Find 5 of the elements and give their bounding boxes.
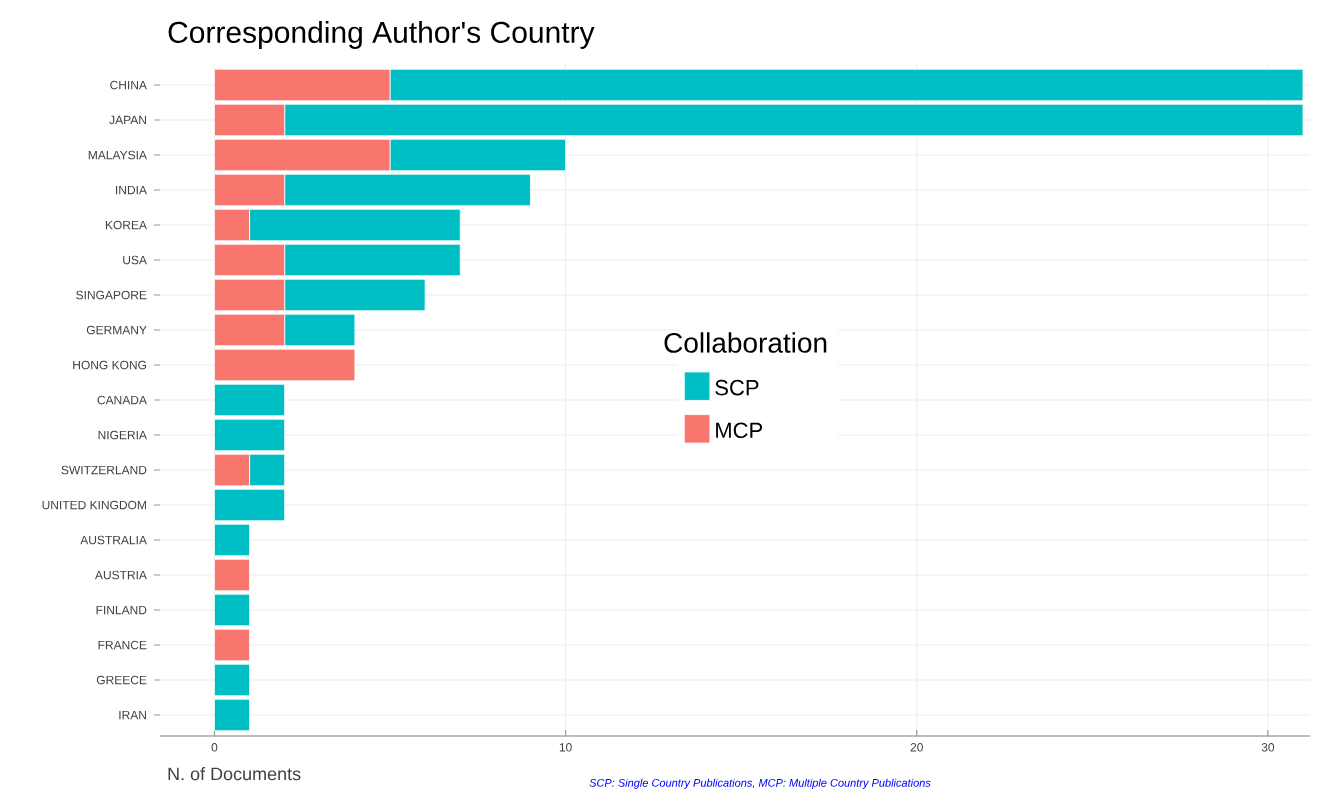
legend-title: Collaboration: [664, 332, 827, 353]
x-axis-title: N. of Documents: [168, 767, 301, 781]
chart-title: Corresponding Author's Country: [168, 20, 595, 49]
legend-label: SCP: [715, 379, 759, 396]
legend-label: MCP: [716, 422, 763, 439]
